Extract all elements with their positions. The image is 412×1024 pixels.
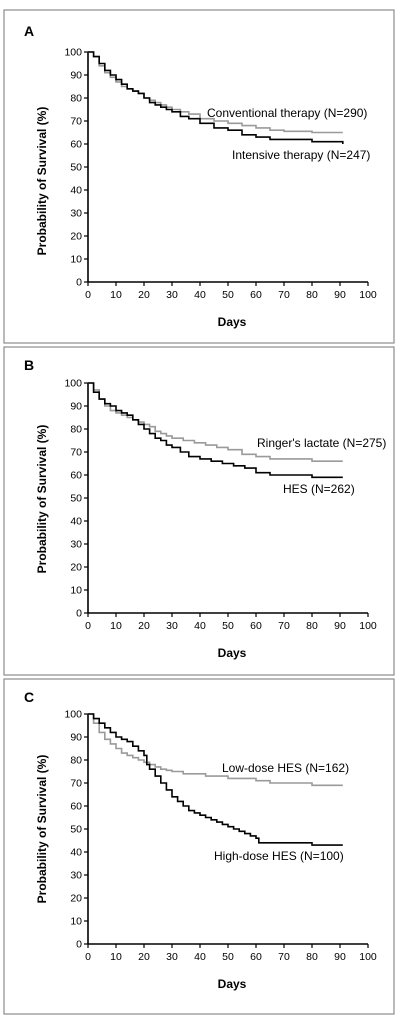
panel-c-series-gray-curve bbox=[88, 713, 343, 787]
panel-c-y-tick-label: 20 bbox=[70, 893, 82, 905]
panel-b-series-label-hes: HES (N=262) bbox=[283, 482, 355, 496]
panel-a-y-tick-label: 90 bbox=[70, 70, 82, 82]
panel-a: A 0 10 20 30 40 50 60 70 80 90 100 0 10 20 30 40 50 60 70 8… bbox=[3, 9, 395, 344]
panel-b-y-tick-label: 50 bbox=[70, 493, 82, 505]
panel-b-series-label-ringers: Ringer's lactate (N=275) bbox=[257, 436, 386, 450]
panel-c-x-tick-label: 10 bbox=[110, 951, 122, 963]
panel-b-y-tick-label: 10 bbox=[70, 585, 82, 597]
panel-a-series-label-conventional: Conventional therapy (N=290) bbox=[207, 106, 367, 120]
panel-b-y-tick-label: 40 bbox=[70, 516, 82, 528]
panel-a-series-black-curve bbox=[88, 51, 344, 144]
panel-a-y-tick-label: 60 bbox=[70, 139, 82, 151]
panel-a-x-tick-label: 100 bbox=[359, 289, 377, 301]
panel-c-x-tick-label: 20 bbox=[138, 951, 150, 963]
panel-a-x-axis-title: Days bbox=[218, 315, 247, 329]
panel-a-y-tick-label: 50 bbox=[70, 162, 82, 174]
panel-c-y-tick-label: 50 bbox=[70, 824, 82, 836]
panel-c-border bbox=[3, 678, 395, 1015]
panel-c-x-tick-label: 70 bbox=[278, 951, 290, 963]
panel-a-y-tick-label: 40 bbox=[70, 185, 82, 197]
panel-c-y-tick-label: 30 bbox=[70, 870, 82, 882]
panel-c-x-tick-label: 80 bbox=[306, 951, 318, 963]
panel-a-y-tick-label: 20 bbox=[70, 231, 82, 243]
panel-c-y-tick-label: 70 bbox=[70, 778, 82, 790]
panel-a-x-tick-label: 50 bbox=[222, 289, 234, 301]
panel-a-x-tick-label: 10 bbox=[110, 289, 122, 301]
panel-c-series-black-curve bbox=[88, 713, 343, 846]
panel-a-x-tick-label: 60 bbox=[250, 289, 262, 301]
panel-a-series-label-intensive: Intensive therapy (N=247) bbox=[232, 148, 370, 162]
panel-b-y-tick-label: 20 bbox=[70, 562, 82, 574]
panel-a-x-tick-label: 20 bbox=[138, 289, 150, 301]
panel-c-axes: 0 10 20 30 40 50 60 70 80 90 100 0 10 20 30 40 50 60 70 80 9… bbox=[64, 709, 376, 963]
panel-b-x-tick-label: 80 bbox=[306, 620, 318, 632]
panel-b-y-tick-label: 70 bbox=[70, 447, 82, 459]
panel-a-y-tick-label: 0 bbox=[76, 277, 82, 289]
panel-a-x-tick-label: 80 bbox=[306, 289, 318, 301]
panel-c-letter: C bbox=[24, 689, 34, 705]
panel-a-y-tick-label: 10 bbox=[70, 254, 82, 266]
panel-b-y-tick-label: 60 bbox=[70, 470, 82, 482]
panel-c-y-tick-label: 60 bbox=[70, 801, 82, 813]
panel-c-x-tick-label: 90 bbox=[334, 951, 346, 963]
panel-a-x-tick-label: 30 bbox=[166, 289, 178, 301]
panel-a-y-axis-title: Probability of Survival (%) bbox=[35, 107, 49, 256]
panel-a-x-tick-label: 90 bbox=[334, 289, 346, 301]
panel-b-x-tick-label: 90 bbox=[334, 620, 346, 632]
panel-b-y-tick-label: 30 bbox=[70, 539, 82, 551]
panel-c-series-label-high-dose: High-dose HES (N=100) bbox=[214, 849, 344, 863]
panel-b-letter: B bbox=[24, 357, 34, 373]
panel-a-x-tick-label: 0 bbox=[85, 289, 91, 301]
panel-b-axes: 0 10 20 30 40 50 60 70 80 90 100 0 10 20 30 40 50 60 70 80 9… bbox=[64, 378, 376, 632]
panel-b-y-tick-label: 100 bbox=[64, 378, 82, 390]
panel-c-x-tick-label: 50 bbox=[222, 951, 234, 963]
panel-a-letter: A bbox=[24, 23, 34, 39]
panel-c: C 0 10 20 30 40 50 60 70 80 90 100 0 10 20 30 40 50 60 70 8… bbox=[3, 678, 395, 1015]
panel-b-border bbox=[3, 346, 395, 676]
panel-c-series-label-low-dose: Low-dose HES (N=162) bbox=[222, 761, 349, 775]
panel-b: B 0 10 20 30 40 50 60 70 80 90 100 0 10 20 30 40 50 60 70 8… bbox=[3, 346, 395, 676]
panel-b-x-tick-label: 100 bbox=[359, 620, 377, 632]
panel-b-x-tick-label: 0 bbox=[85, 620, 91, 632]
panel-a-y-tick-label: 70 bbox=[70, 116, 82, 128]
panel-b-y-tick-label: 0 bbox=[76, 608, 82, 620]
panel-b-x-tick-label: 60 bbox=[250, 620, 262, 632]
panel-a-x-tick-label: 70 bbox=[278, 289, 290, 301]
panel-a-x-tick-label: 40 bbox=[194, 289, 206, 301]
panel-b-x-tick-label: 10 bbox=[110, 620, 122, 632]
panel-b-x-tick-label: 30 bbox=[166, 620, 178, 632]
panel-b-x-tick-label: 20 bbox=[138, 620, 150, 632]
panel-a-y-tick-label: 30 bbox=[70, 208, 82, 220]
panel-c-y-tick-label: 80 bbox=[70, 755, 82, 767]
panel-c-y-tick-label: 40 bbox=[70, 847, 82, 859]
panel-c-x-tick-label: 60 bbox=[250, 951, 262, 963]
panel-c-y-tick-label: 10 bbox=[70, 916, 82, 928]
panel-a-y-tick-label: 100 bbox=[64, 47, 82, 59]
panel-b-y-axis-title: Probability of Survival (%) bbox=[35, 425, 49, 574]
panel-a-y-tick-label: 80 bbox=[70, 93, 82, 105]
panel-c-y-axis-title: Probability of Survival (%) bbox=[35, 755, 49, 904]
panel-b-x-tick-label: 50 bbox=[222, 620, 234, 632]
panel-b-y-tick-label: 80 bbox=[70, 424, 82, 436]
panel-c-x-tick-label: 100 bbox=[359, 951, 377, 963]
panel-c-y-tick-label: 0 bbox=[76, 939, 82, 951]
panel-c-y-tick-label: 90 bbox=[70, 732, 82, 744]
panel-b-series-black-curve bbox=[88, 382, 343, 479]
panel-a-border bbox=[3, 9, 395, 344]
panel-c-x-tick-label: 0 bbox=[85, 951, 91, 963]
panel-c-x-tick-label: 40 bbox=[194, 951, 206, 963]
panel-b-x-axis-title: Days bbox=[218, 646, 247, 660]
panel-c-y-tick-label: 100 bbox=[64, 709, 82, 721]
panel-b-y-tick-label: 90 bbox=[70, 401, 82, 413]
panel-c-x-axis-title: Days bbox=[218, 977, 247, 991]
panel-c-x-tick-label: 30 bbox=[166, 951, 178, 963]
panel-b-x-tick-label: 70 bbox=[278, 620, 290, 632]
panel-b-series-gray-curve bbox=[88, 382, 343, 462]
panel-a-axes: 0 10 20 30 40 50 60 70 80 90 100 0 10 20 30 40 50 60 70 80 9… bbox=[64, 47, 376, 301]
panel-b-x-tick-label: 40 bbox=[194, 620, 206, 632]
panel-a-series-gray-curve bbox=[88, 51, 343, 134]
